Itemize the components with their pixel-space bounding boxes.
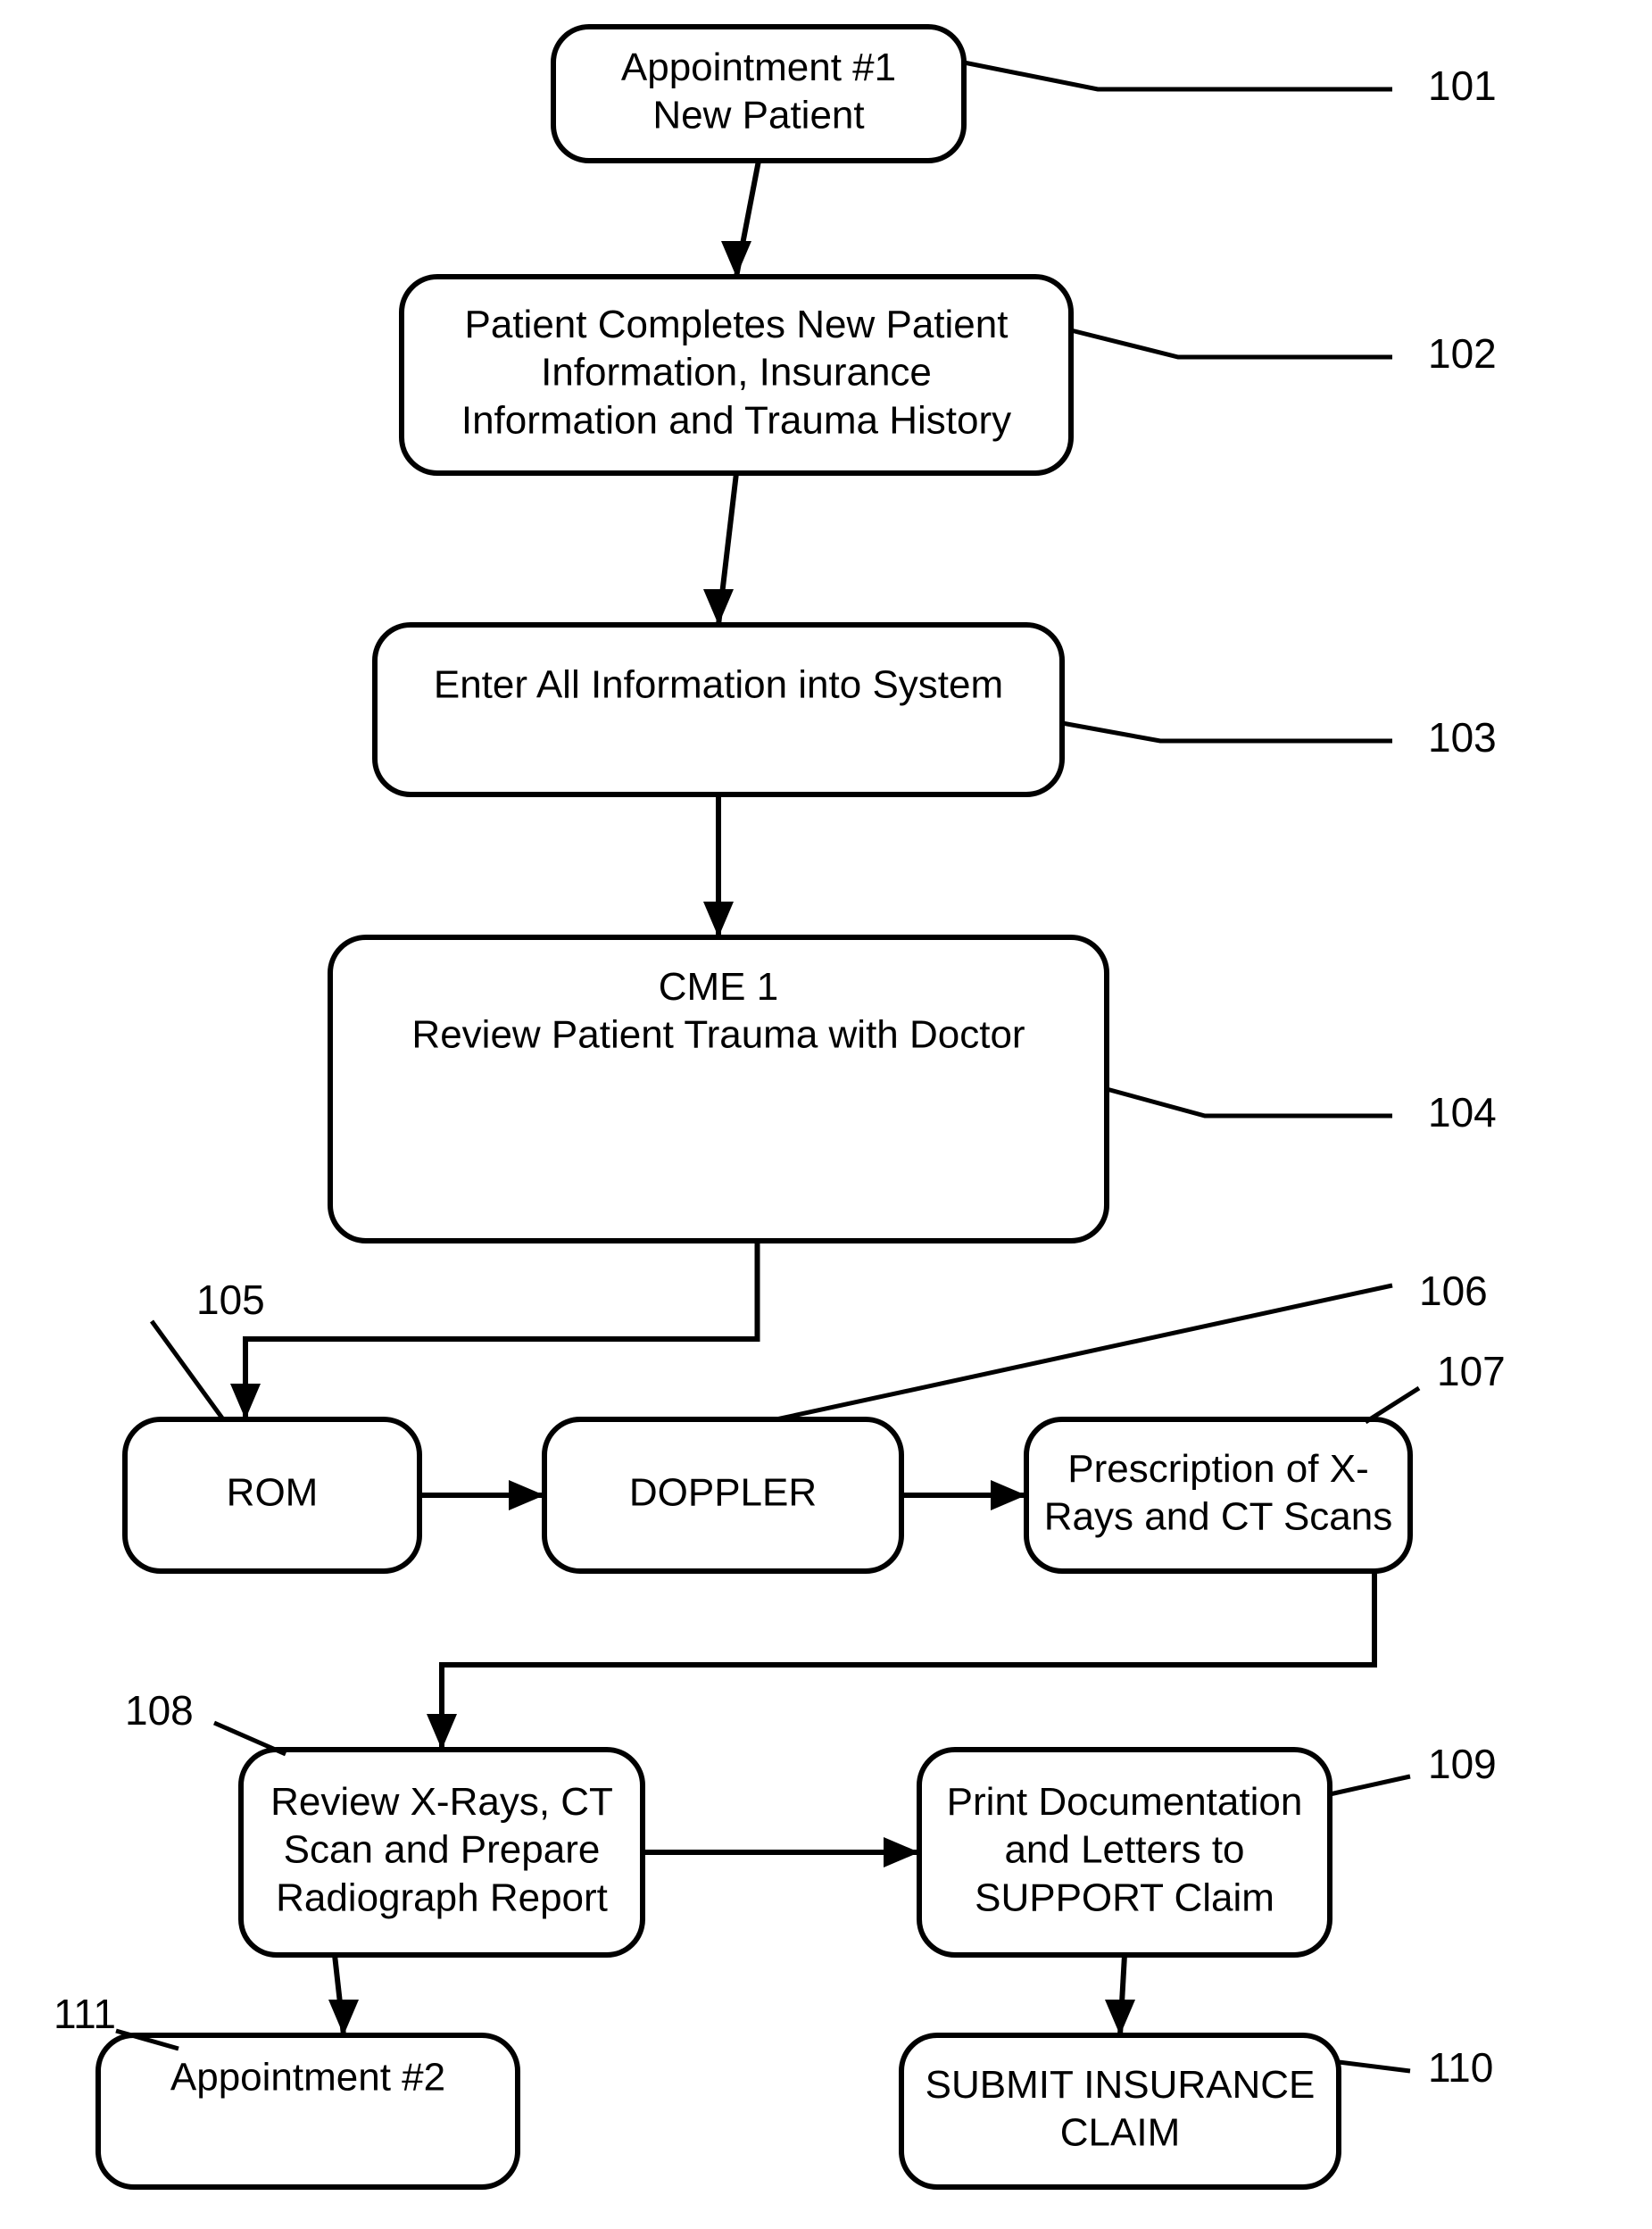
node-n101: Appointment #1New Patient bbox=[553, 27, 964, 161]
node-n103: Enter All Information into System bbox=[375, 625, 1062, 794]
node-label: DOPPLER bbox=[629, 1471, 817, 1515]
node-label: Information, Insurance bbox=[541, 351, 932, 395]
ref-leader-101 bbox=[964, 62, 1392, 89]
node-n110: SUBMIT INSURANCECLAIM bbox=[901, 2035, 1339, 2187]
ref-label-108: 108 bbox=[125, 1687, 194, 1734]
ref-label-104: 104 bbox=[1428, 1089, 1497, 1135]
ref-leader-104 bbox=[1107, 1089, 1392, 1116]
node-n108: Review X-Rays, CTScan and PrepareRadiogr… bbox=[241, 1750, 643, 1955]
ref-label-102: 102 bbox=[1428, 330, 1497, 377]
ref-leader-109 bbox=[1330, 1776, 1410, 1794]
node-label: ROM bbox=[227, 1471, 319, 1515]
node-label: CME 1 bbox=[659, 965, 778, 1009]
node-label: Radiograph Report bbox=[276, 1876, 608, 1919]
node-label: New Patient bbox=[652, 93, 864, 137]
ref-leader-105 bbox=[152, 1321, 223, 1419]
ref-label-101: 101 bbox=[1428, 62, 1497, 109]
node-label: Scan and Prepare bbox=[284, 1828, 601, 1872]
node-label: Appointment #1 bbox=[621, 46, 896, 89]
ref-label-110: 110 bbox=[1428, 2044, 1493, 2091]
ref-leader-103 bbox=[1062, 723, 1392, 741]
node-label: Review X-Rays, CT bbox=[270, 1780, 613, 1824]
node-n109: Print Documentationand Letters toSUPPORT… bbox=[919, 1750, 1330, 1955]
ref-leader-106 bbox=[776, 1285, 1392, 1419]
ref-label-103: 103 bbox=[1428, 714, 1497, 761]
node-n105: ROM bbox=[125, 1419, 419, 1571]
node-label: Prescription of X- bbox=[1067, 1447, 1368, 1491]
node-label: SUBMIT INSURANCE bbox=[926, 2063, 1316, 2107]
node-label: SUPPORT Claim bbox=[975, 1876, 1274, 1919]
ref-leader-110 bbox=[1339, 2062, 1410, 2071]
node-label: Information and Trauma History bbox=[461, 398, 1011, 442]
node-label: Enter All Information into System bbox=[434, 663, 1003, 707]
node-n104: CME 1Review Patient Trauma with Doctor bbox=[330, 937, 1107, 1241]
node-label: Review Patient Trauma with Doctor bbox=[411, 1012, 1025, 1056]
ref-label-107: 107 bbox=[1437, 1348, 1506, 1394]
ref-leader-102 bbox=[1071, 330, 1392, 357]
node-label: Appointment #2 bbox=[170, 2056, 445, 2100]
node-label: Patient Completes New Patient bbox=[465, 303, 1009, 346]
node-label: CLAIM bbox=[1060, 2110, 1180, 2154]
node-n106: DOPPLER bbox=[544, 1419, 901, 1571]
ref-label-105: 105 bbox=[196, 1277, 265, 1323]
ref-leader-107 bbox=[1366, 1388, 1419, 1422]
ref-label-109: 109 bbox=[1428, 1741, 1497, 1787]
node-label: Print Documentation bbox=[947, 1780, 1303, 1824]
node-n111: Appointment #2 bbox=[98, 2035, 518, 2187]
ref-leader-108 bbox=[214, 1723, 286, 1754]
ref-label-106: 106 bbox=[1419, 1268, 1488, 1314]
node-label: Rays and CT Scans bbox=[1044, 1494, 1392, 1538]
node-n107: Prescription of X-Rays and CT Scans bbox=[1026, 1419, 1410, 1571]
ref-label-111: 111 bbox=[54, 1991, 116, 2037]
node-n102: Patient Completes New Patient Information… bbox=[402, 277, 1071, 473]
node-label: and Letters to bbox=[1004, 1828, 1244, 1872]
